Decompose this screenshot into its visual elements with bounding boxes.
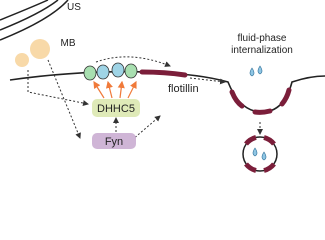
diagram: US MB DHHC5 Fyn flotillin fluid-phase in…	[0, 0, 325, 173]
label-us: US	[67, 2, 81, 13]
fluid-droplets	[249, 65, 267, 161]
label-fyn: Fyn	[105, 136, 123, 148]
vesicle	[242, 135, 278, 173]
fyn-box	[92, 133, 136, 149]
label-dhhc5: DHHC5	[97, 103, 135, 115]
ultrasound-waves	[0, 0, 69, 41]
annotation-line: internalization	[231, 45, 293, 56]
label-flotillin: flotillin	[168, 83, 199, 95]
flotillin-rafts	[139, 69, 292, 115]
annotation-line: fluid-phase	[238, 33, 287, 44]
label-mb: MB	[61, 38, 76, 49]
receptors	[83, 62, 138, 81]
arrows	[27, 56, 263, 141]
dhhc5-box	[92, 99, 140, 117]
palmitoylation-arrows	[93, 80, 137, 99]
microbubbles	[15, 39, 50, 67]
